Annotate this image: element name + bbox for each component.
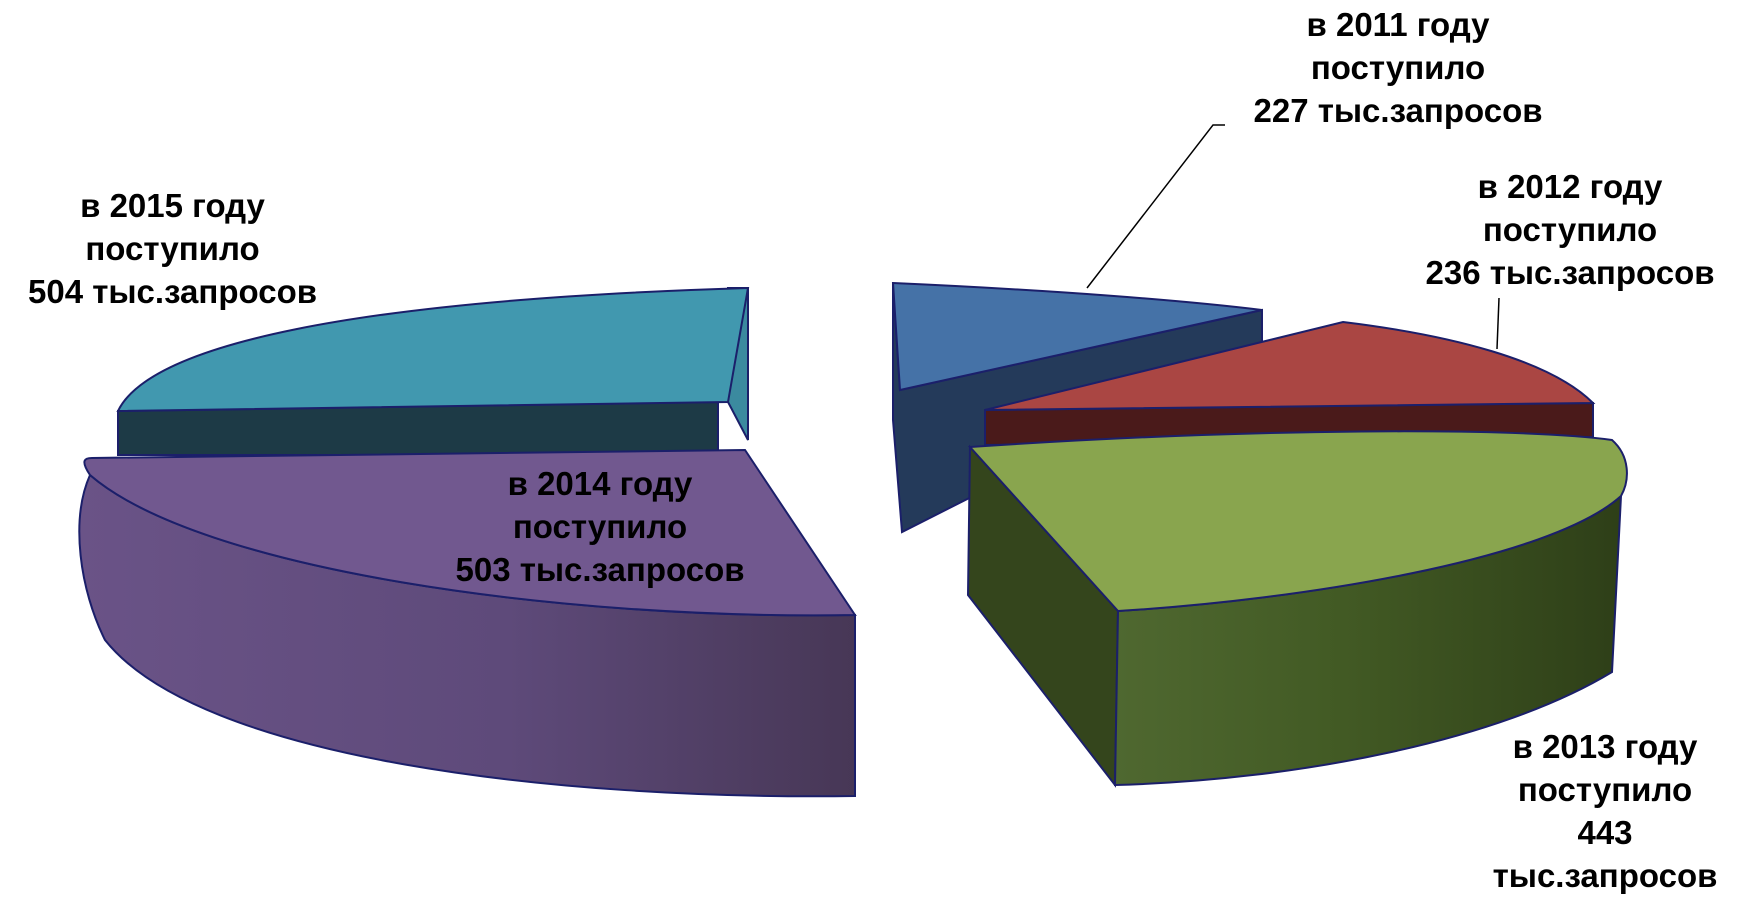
slice-2014-top xyxy=(83,448,857,617)
slice-2014 xyxy=(78,448,857,798)
data-label-2015: в 2015 году поступило 504 тыс.запросов xyxy=(27,187,318,310)
data-label-2011: в 2011 году поступило 227 тыс.запросов xyxy=(1253,6,1543,129)
slice-2011-top xyxy=(891,281,1263,392)
leader-line-2011 xyxy=(1086,124,1225,289)
slice-2013-top xyxy=(967,430,1628,613)
data-label-2012: в 2012 году поступило 236 тыс.запросов xyxy=(1425,168,1715,291)
slice-2015 xyxy=(116,286,750,456)
slice-2013 xyxy=(966,430,1628,788)
data-label-2014: в 2014 году поступило 503 тыс.запросов xyxy=(455,465,745,588)
leader-line-2012 xyxy=(1496,297,1500,350)
data-label-2013: в 2013 году поступило 443 тыс.запросов xyxy=(1492,728,1718,894)
slice-2015-top xyxy=(116,286,750,413)
slice-2012-top xyxy=(984,320,1596,411)
